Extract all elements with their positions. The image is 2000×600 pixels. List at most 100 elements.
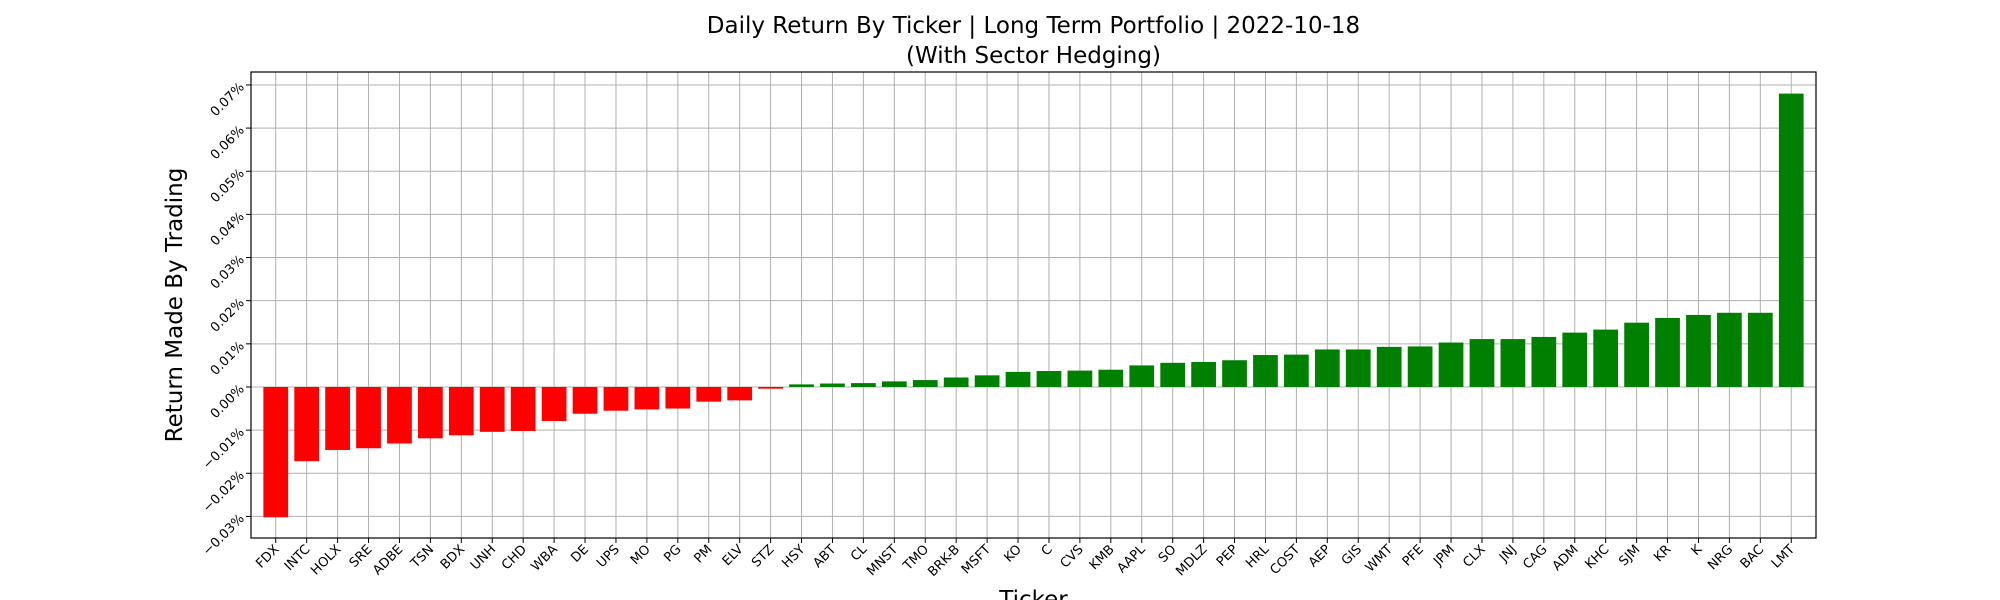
- x-tick-label: UNH: [468, 542, 499, 573]
- x-tick-label: SJM: [1616, 542, 1643, 569]
- y-tick-label: 0.01%: [208, 339, 248, 379]
- x-tick-label: CVS: [1058, 542, 1087, 571]
- bar-cl: [851, 383, 876, 387]
- bar-elv: [727, 386, 753, 401]
- bar-sjm: [1624, 322, 1649, 387]
- x-tick-label: K: [1689, 542, 1706, 559]
- x-axis-label: Ticker: [998, 587, 1068, 600]
- x-tick-label: PM: [691, 542, 715, 566]
- x-tick-label: UPS: [594, 542, 623, 571]
- bar-cost: [1284, 354, 1309, 387]
- y-tick-label: 0.00%: [208, 382, 248, 422]
- bar-msft: [974, 375, 1000, 387]
- bar-wba: [541, 386, 567, 422]
- bar-sre: [356, 386, 381, 449]
- x-tick-label: ADM: [1550, 542, 1582, 574]
- y-tick-label: 0.06%: [208, 123, 248, 163]
- bar-so: [1160, 362, 1186, 387]
- bar-ko: [1005, 371, 1031, 387]
- x-tick-label: ELV: [720, 542, 747, 569]
- bar-layer: [263, 93, 1804, 518]
- bar-kr: [1655, 317, 1680, 387]
- x-tick-label: KHC: [1583, 542, 1613, 572]
- bar-tsn: [418, 386, 443, 439]
- bar-tmo: [912, 380, 938, 387]
- y-tick-label: 0.04%: [208, 209, 248, 249]
- bar-ups: [603, 386, 629, 411]
- x-tick-label: BAC: [1738, 542, 1767, 571]
- bar-abt: [820, 383, 845, 387]
- chart-subtitle: (With Sector Hedging): [906, 43, 1161, 69]
- bar-bdx: [448, 386, 474, 436]
- x-tick-label: HSY: [779, 542, 808, 571]
- x-tick-label: COST: [1268, 542, 1304, 578]
- bar-cvs: [1067, 370, 1093, 387]
- x-tick-label: CLX: [1460, 542, 1489, 571]
- x-tick-label: KO: [1001, 542, 1024, 565]
- x-tick-label: ABT: [810, 542, 839, 571]
- x-tick-label: DE: [568, 542, 592, 566]
- x-tick-label: MSFT: [959, 542, 994, 577]
- x-tick-label: GIS: [1339, 542, 1365, 568]
- bar-clx: [1469, 339, 1495, 387]
- x-tick-label: HOLX: [308, 542, 344, 578]
- bar-bac: [1747, 312, 1773, 387]
- bar-hrl: [1253, 355, 1278, 387]
- bar-de: [572, 386, 598, 414]
- x-tick-label: CAG: [1520, 542, 1550, 572]
- bar-wmt: [1376, 346, 1402, 387]
- bar-khc: [1593, 329, 1619, 387]
- y-tick-label: 0.03%: [208, 253, 248, 293]
- bar-aep: [1314, 349, 1340, 387]
- x-tick-label: NRG: [1705, 542, 1736, 573]
- bar-hsy: [789, 384, 814, 387]
- x-tick-label: MO: [628, 542, 654, 568]
- bar-aapl: [1129, 365, 1155, 387]
- x-tick-label: BRK-B: [925, 542, 963, 580]
- y-tick-label: −0.03%: [200, 511, 248, 559]
- bar-cag: [1531, 336, 1557, 387]
- x-tick-label: LMT: [1769, 542, 1798, 571]
- y-tick-label: −0.02%: [200, 468, 248, 516]
- x-tick-label: KMB: [1087, 542, 1118, 573]
- x-tick-label: PFE: [1400, 542, 1427, 569]
- x-tick-label: PG: [661, 542, 684, 565]
- y-axis-label: Return Made By Trading: [162, 168, 188, 443]
- axis-layer: −0.03%−0.02%−0.01%0.00%0.01%0.02%0.03%0.…: [200, 80, 1798, 580]
- bar-c: [1036, 371, 1062, 387]
- x-tick-label: AAPL: [1114, 542, 1149, 577]
- bar-mo: [634, 386, 660, 410]
- bar-pep: [1222, 360, 1247, 387]
- x-tick-label: AEP: [1306, 542, 1334, 570]
- bar-adbe: [387, 386, 412, 444]
- x-tick-label: STZ: [749, 542, 777, 570]
- bar-fdx: [263, 386, 289, 518]
- bar-pm: [696, 386, 722, 402]
- bar-holx: [325, 386, 350, 450]
- bar-k: [1686, 314, 1711, 387]
- x-tick-label: ADBE: [370, 542, 406, 578]
- bar-stz: [758, 386, 783, 389]
- x-tick-label: FDX: [253, 542, 282, 571]
- bar-lmt: [1778, 93, 1804, 387]
- bar-gis: [1345, 349, 1371, 387]
- y-tick-label: 0.07%: [208, 80, 248, 120]
- y-tick-label: −0.01%: [200, 425, 248, 473]
- x-tick-label: JNJ: [1496, 542, 1520, 566]
- x-tick-label: TSN: [408, 542, 438, 572]
- x-tick-label: WBA: [529, 542, 561, 574]
- x-tick-label: JPM: [1430, 542, 1457, 569]
- bar-pfe: [1407, 346, 1433, 387]
- bar-adm: [1562, 332, 1588, 387]
- chart-title: Daily Return By Ticker | Long Term Portf…: [707, 13, 1360, 39]
- bar-mnst: [881, 381, 907, 387]
- bar-unh: [479, 386, 505, 432]
- y-tick-label: 0.05%: [208, 166, 248, 206]
- x-tick-label: WMT: [1363, 542, 1396, 575]
- x-tick-label: MNST: [864, 542, 901, 579]
- bar-kmb: [1098, 369, 1124, 387]
- bar-jpm: [1438, 342, 1464, 387]
- x-tick-label: PEP: [1214, 542, 1242, 570]
